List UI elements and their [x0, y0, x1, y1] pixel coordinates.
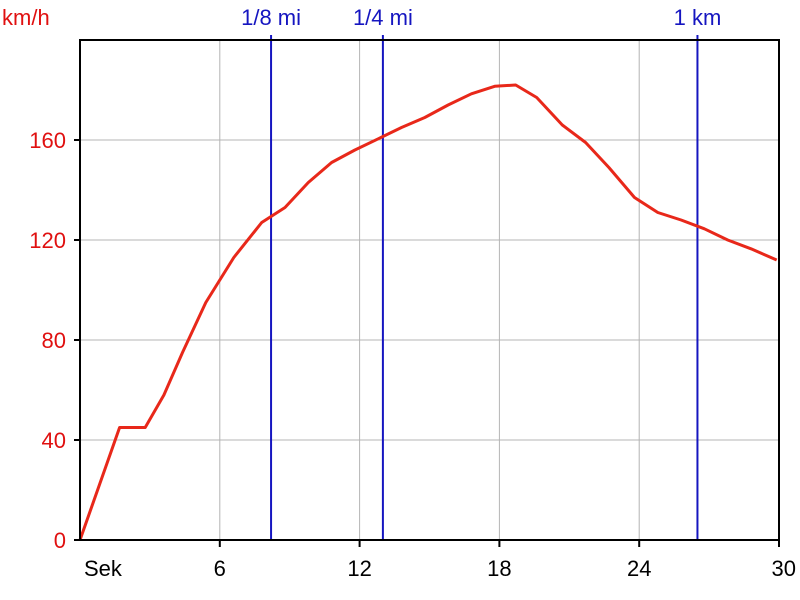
- y-tick-labels: 0 40 80 120 160: [29, 128, 80, 553]
- distance-marker-label: 1 km: [674, 5, 722, 30]
- y-tick-label: 0: [54, 528, 66, 553]
- x-tick-labels: 6 12 18 24 30: [214, 540, 796, 581]
- distance-marker-label: 1/4 mi: [353, 5, 413, 30]
- plot-frame: [79, 39, 780, 541]
- distance-marker-label: 1/8 mi: [241, 5, 301, 30]
- y-tick-label: 120: [29, 228, 66, 253]
- x-tick-label: 12: [347, 556, 371, 581]
- y-tick-label: 40: [42, 428, 66, 453]
- plot-area: [80, 40, 779, 540]
- x-axis-label: Sek: [84, 556, 123, 581]
- x-tick-label: 24: [627, 556, 651, 581]
- x-tick-label: 18: [487, 556, 511, 581]
- x-tick-label: 30: [772, 556, 796, 581]
- grid-lines: [80, 40, 779, 540]
- y-tick-label: 160: [29, 128, 66, 153]
- speed-series-line: [78, 83, 778, 541]
- y-axis-label: km/h: [2, 5, 50, 30]
- x-tick-label: 6: [214, 556, 226, 581]
- y-tick-label: 80: [42, 328, 66, 353]
- distance-markers: 1/8 mi 1/4 mi 1 km: [241, 5, 721, 540]
